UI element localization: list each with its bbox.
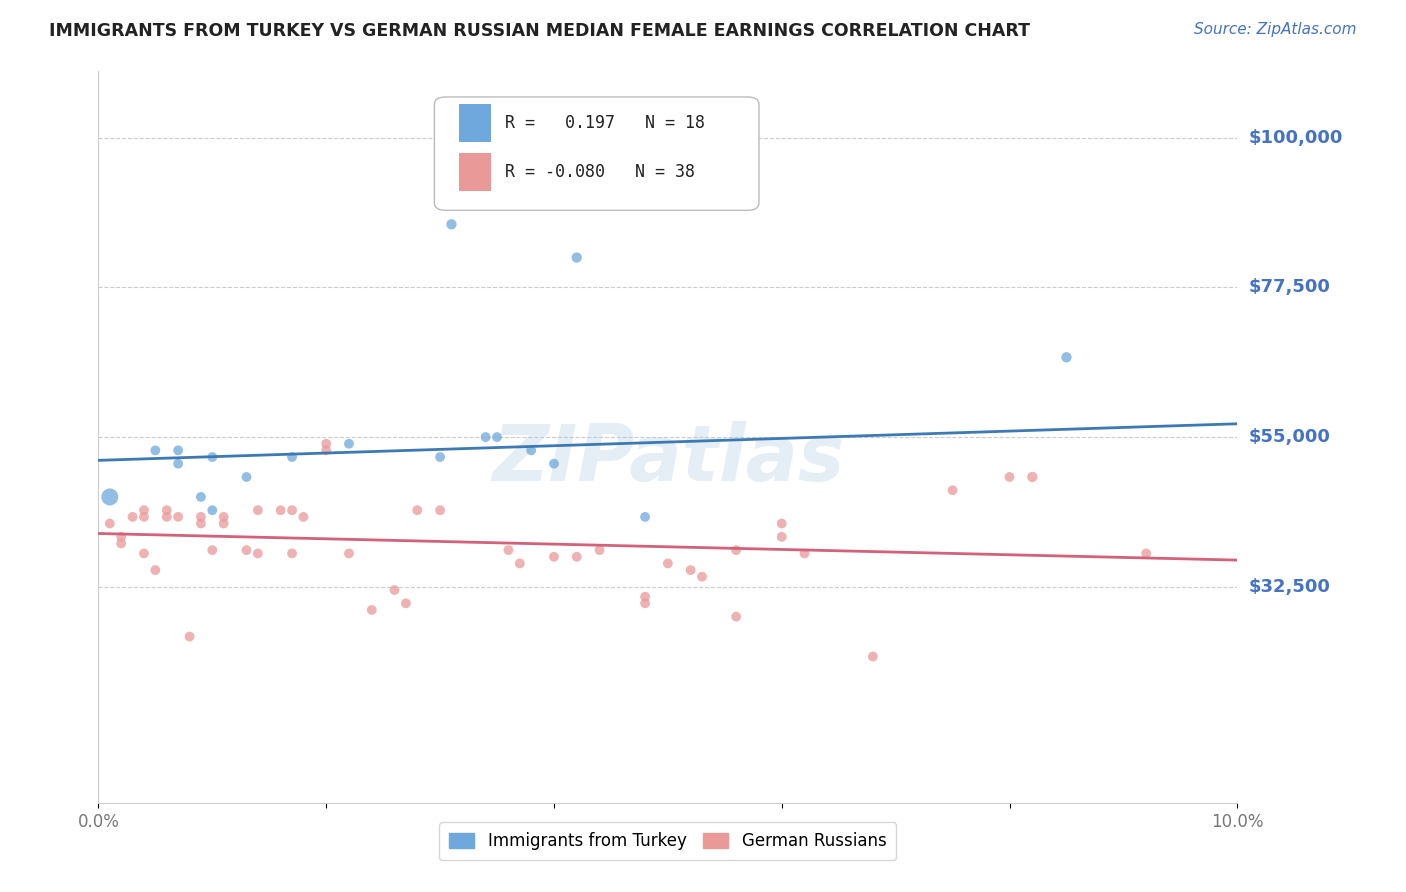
Point — [657, 557, 679, 571]
Point — [679, 563, 702, 577]
Point — [156, 503, 179, 517]
Point — [942, 483, 965, 498]
Point — [121, 509, 143, 524]
Text: R =   0.197   N = 18: R = 0.197 N = 18 — [505, 114, 704, 132]
Point — [145, 563, 167, 577]
Point — [520, 443, 543, 458]
Point — [98, 516, 121, 531]
Point — [167, 509, 190, 524]
Point — [337, 546, 360, 560]
Point — [1135, 546, 1157, 560]
Point — [588, 543, 610, 558]
Text: ZIPatlas: ZIPatlas — [492, 421, 844, 497]
Point — [543, 457, 565, 471]
Point — [156, 509, 179, 524]
FancyBboxPatch shape — [460, 104, 491, 143]
Point — [486, 430, 509, 444]
Text: IMMIGRANTS FROM TURKEY VS GERMAN RUSSIAN MEDIAN FEMALE EARNINGS CORRELATION CHAR: IMMIGRANTS FROM TURKEY VS GERMAN RUSSIAN… — [49, 22, 1031, 40]
Point — [190, 490, 212, 504]
Point — [132, 503, 155, 517]
Point — [998, 470, 1021, 484]
Point — [167, 443, 190, 458]
Point — [565, 549, 588, 564]
Point — [132, 509, 155, 524]
Point — [145, 443, 167, 458]
Point — [110, 536, 132, 550]
Text: $32,500: $32,500 — [1249, 578, 1330, 596]
Point — [429, 450, 451, 464]
Point — [509, 557, 531, 571]
Point — [270, 503, 292, 517]
Legend: Immigrants from Turkey, German Russians: Immigrants from Turkey, German Russians — [439, 822, 897, 860]
Point — [235, 470, 257, 484]
Point — [190, 509, 212, 524]
Point — [395, 596, 418, 610]
Text: $77,500: $77,500 — [1249, 278, 1330, 296]
Point — [315, 436, 337, 450]
Point — [1056, 351, 1078, 365]
Point — [201, 503, 224, 517]
Point — [337, 436, 360, 450]
Point — [110, 530, 132, 544]
Point — [770, 516, 793, 531]
Point — [132, 546, 155, 560]
FancyBboxPatch shape — [460, 153, 491, 191]
Point — [190, 516, 212, 531]
FancyBboxPatch shape — [434, 97, 759, 211]
Text: $55,000: $55,000 — [1249, 428, 1330, 446]
Point — [429, 503, 451, 517]
Point — [793, 546, 815, 560]
Point — [315, 443, 337, 458]
Point — [384, 582, 406, 597]
Point — [212, 509, 235, 524]
Point — [725, 609, 748, 624]
Point — [770, 530, 793, 544]
Point — [440, 217, 463, 231]
Point — [634, 596, 657, 610]
Point — [98, 490, 121, 504]
Point — [201, 450, 224, 464]
Point — [246, 503, 269, 517]
Point — [179, 630, 201, 644]
Point — [281, 503, 304, 517]
Point — [281, 546, 304, 560]
Point — [1021, 470, 1043, 484]
Text: Source: ZipAtlas.com: Source: ZipAtlas.com — [1194, 22, 1357, 37]
Point — [725, 543, 748, 558]
Point — [281, 450, 304, 464]
Point — [862, 649, 884, 664]
Point — [292, 509, 315, 524]
Text: R = -0.080   N = 38: R = -0.080 N = 38 — [505, 162, 695, 180]
Point — [498, 543, 520, 558]
Text: $100,000: $100,000 — [1249, 128, 1343, 147]
Point — [406, 503, 429, 517]
Point — [565, 251, 588, 265]
Point — [212, 516, 235, 531]
Point — [690, 570, 713, 584]
Point — [634, 590, 657, 604]
Point — [246, 546, 269, 560]
Point — [167, 457, 190, 471]
Point — [474, 430, 496, 444]
Point — [201, 543, 224, 558]
Point — [360, 603, 382, 617]
Point — [634, 509, 657, 524]
Point — [543, 549, 565, 564]
Point — [235, 543, 257, 558]
